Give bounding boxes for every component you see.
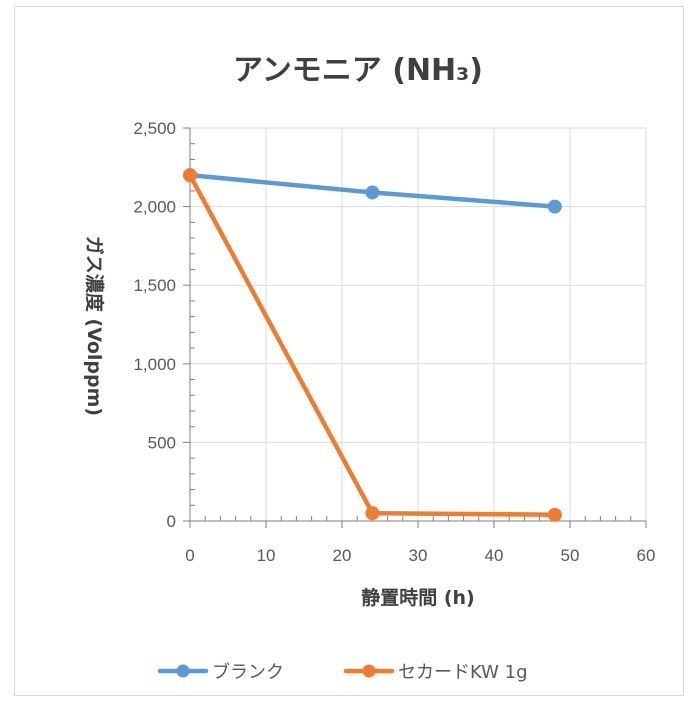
y-tick-label: 500	[148, 433, 176, 452]
x-axis-title: 静置時間 (h)	[361, 586, 475, 609]
tick-label-layer: 0 500 1,000 1,500 2,000 2,500 0 10 20 30 40 50 60	[133, 119, 655, 565]
y-tick-label: 2,500	[133, 119, 176, 138]
y-axis-title: ガス濃度 (Volppm)	[83, 236, 106, 416]
series-1-point	[548, 200, 561, 213]
x-tick-label: 40	[485, 546, 504, 565]
x-tick-label: 0	[185, 546, 194, 565]
series-2-point	[184, 169, 197, 182]
legend: ブランク セカードKW 1g	[160, 661, 528, 683]
x-tick-label: 20	[333, 546, 352, 565]
series-2-point	[366, 507, 379, 520]
series-line-2	[190, 175, 555, 515]
legend-label-1: ブランク	[212, 661, 284, 683]
x-tick-label: 30	[409, 546, 428, 565]
series-2-point	[548, 508, 561, 521]
series-layer	[184, 169, 562, 522]
grid-layer	[190, 128, 646, 521]
x-tick-label: 10	[257, 546, 276, 565]
x-tick-label: 60	[637, 546, 656, 565]
x-tick-label: 50	[561, 546, 580, 565]
y-tick-label: 0	[167, 512, 176, 531]
y-tick-label: 1,500	[133, 276, 176, 295]
chart-title: アンモニア (NH₃)	[233, 53, 483, 88]
legend-swatch-marker-2	[363, 665, 376, 678]
series-1-point	[366, 186, 379, 199]
legend-swatch-marker-1	[177, 665, 190, 678]
legend-label-2: セカードKW 1g	[398, 662, 528, 683]
y-tick-label: 2,000	[133, 198, 176, 217]
axis-layer	[183, 128, 646, 528]
y-tick-label: 1,000	[133, 355, 176, 374]
